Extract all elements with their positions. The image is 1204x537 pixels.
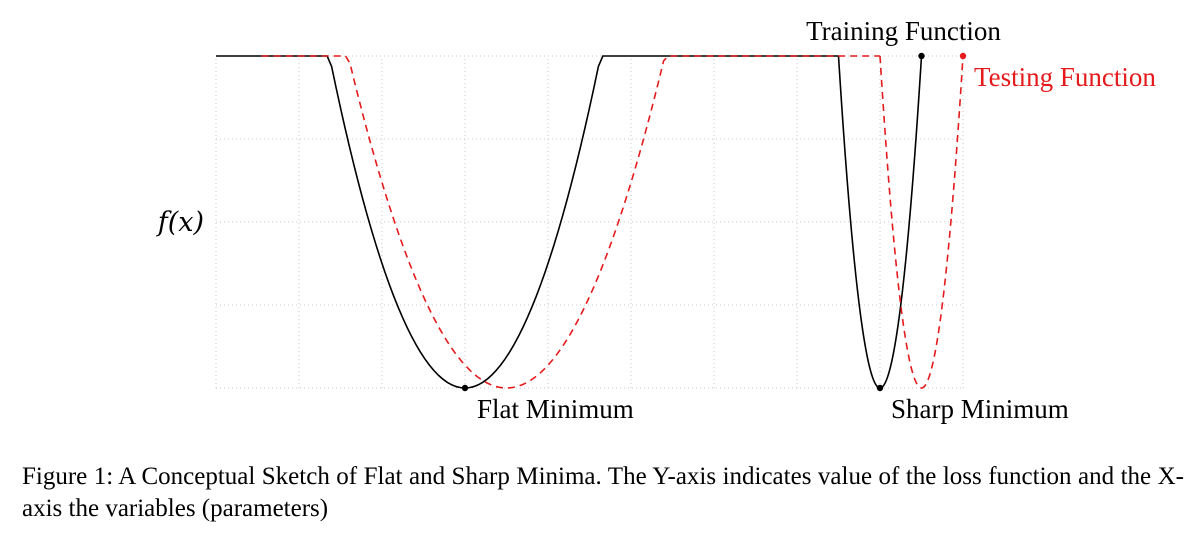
training-function-curve-1 bbox=[216, 55, 839, 389]
training-function-label: Training Function bbox=[806, 16, 1001, 46]
testing-function-curve-2 bbox=[879, 55, 964, 389]
training-point bbox=[461, 384, 469, 392]
y-axis-label: f(x) bbox=[156, 207, 204, 238]
figure-caption: Figure 1: A Conceptual Sketch of Flat an… bbox=[22, 463, 1184, 522]
testing-function-label: Testing Function bbox=[974, 62, 1156, 92]
testing-function-curve-1 bbox=[261, 55, 880, 389]
training-point bbox=[918, 52, 925, 60]
figure-plot: Flat Minimum Sharp Minimum Training Functi… bbox=[156, 16, 1157, 424]
sharp-minimum-label: Sharp Minimum bbox=[891, 394, 1069, 424]
data-points bbox=[461, 52, 967, 392]
testing-point bbox=[959, 52, 967, 60]
flat-minimum-label: Flat Minimum bbox=[477, 394, 634, 424]
labels: Flat Minimum Sharp Minimum Training Functi… bbox=[156, 16, 1157, 424]
training-point bbox=[876, 384, 884, 392]
